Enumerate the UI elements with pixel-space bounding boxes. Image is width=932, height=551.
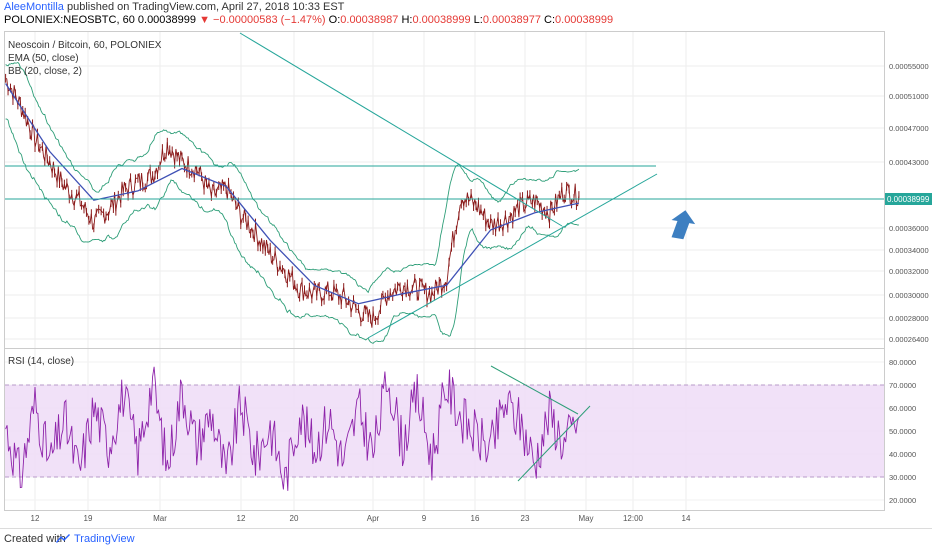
close-label: C: <box>544 14 556 26</box>
change-arrow: ▼ <box>199 14 210 26</box>
rsi-y-tick-label: 80.0000 <box>889 358 916 367</box>
x-tick-label: May <box>578 514 593 523</box>
rsi-y-tick-label: 30.0000 <box>889 473 916 482</box>
bb-legend[interactable]: BB (20, close, 2) <box>8 66 82 77</box>
x-tick-label: 12 <box>31 514 40 523</box>
tradingview-brand[interactable]: TradingView <box>74 533 135 545</box>
symbol-info-line: POLONIEX:NEOSBTC, 60 0.00038999 ▼ −0.000… <box>4 14 613 26</box>
price-badge <box>885 193 932 205</box>
rsi-y-tick-label: 20.0000 <box>889 496 916 505</box>
chart-canvas[interactable]: 0.00038999 0.00055000 0.00051000 0.0004700… <box>0 0 932 528</box>
x-tick-label: 12 <box>237 514 246 523</box>
up-arrow-icon[interactable] <box>669 208 698 241</box>
x-tick-label: 23 <box>521 514 530 523</box>
rsi-layer <box>5 366 580 491</box>
time-axis[interactable]: 12 19 Mar 12 20 Apr 9 16 23 May 12:00 14 <box>31 514 691 523</box>
bb-upper-band <box>5 61 580 294</box>
footer: Created with TradingView <box>0 528 932 551</box>
x-tick-label: 9 <box>422 514 427 523</box>
rsi-y-tick-label: 60.0000 <box>889 404 916 413</box>
ascending-trendline[interactable] <box>367 173 658 339</box>
rsi-triangle-upper[interactable] <box>490 365 579 415</box>
publish-info: published on TradingView.com, April 27, … <box>63 1 345 13</box>
open-value: 0.00038987 <box>340 14 399 26</box>
x-tick-label: 20 <box>290 514 299 523</box>
main-legend-title: Neoscoin / Bitcoin, 60, POLONIEX <box>8 40 162 51</box>
x-tick-label: 19 <box>84 514 93 523</box>
high-label: H: <box>401 14 413 26</box>
publish-header: AleeMontilla published on TradingView.co… <box>4 1 344 13</box>
y-tick-label: 0.00051000 <box>889 92 929 101</box>
y-tick-label: 0.00028000 <box>889 314 929 323</box>
created-with-text: Created with <box>4 533 66 545</box>
low-value: 0.00038977 <box>482 14 541 26</box>
rsi-line <box>5 366 580 491</box>
price-layer <box>5 61 580 344</box>
rsi-y-tick-label: 50.0000 <box>889 427 916 436</box>
y-tick-label: 0.00055000 <box>889 62 929 71</box>
y-tick-label: 0.00032000 <box>889 267 929 276</box>
y-tick-label: 0.00043000 <box>889 158 929 167</box>
price-change: −0.00000583 (−1.47%) <box>213 14 326 26</box>
close-value: 0.00038999 <box>555 14 614 26</box>
y-tick-label: 0.00034000 <box>889 246 929 255</box>
rsi-y-tick-label: 40.0000 <box>889 450 916 459</box>
rsi-legend[interactable]: RSI (14, close) <box>8 356 75 367</box>
y-tick-label: 0.00047000 <box>889 124 929 133</box>
symbol-name: POLONIEX:NEOSBTC, 60 <box>4 14 135 26</box>
main-pane-frame <box>4 31 885 349</box>
x-tick-label: Mar <box>153 514 167 523</box>
rsi-pane-frame <box>4 348 885 511</box>
low-label: L: <box>473 14 483 26</box>
main-grid <box>5 32 884 348</box>
y-tick-label: 0.00030000 <box>889 291 929 300</box>
author-link[interactable]: AleeMontilla <box>4 1 64 13</box>
bb-lower-band <box>5 118 579 344</box>
ema-legend[interactable]: EMA (50, close) <box>8 53 79 64</box>
open-label: O: <box>328 14 341 26</box>
rsi-y-axis[interactable]: 80.0000 70.0000 60.0000 50.0000 40.0000 30.00… <box>889 358 916 505</box>
y-tick-label: 0.00036000 <box>889 224 929 233</box>
x-tick-label: 12:00 <box>623 514 644 523</box>
x-tick-label: Apr <box>367 514 380 523</box>
x-tick-label: 14 <box>682 514 691 523</box>
price-series-line <box>5 77 580 328</box>
main-y-axis[interactable]: 0.00055000 0.00051000 0.00047000 0.00043000… <box>889 62 929 344</box>
tradingview-logo-icon <box>56 534 70 543</box>
price-badge-label: 0.00038999 <box>887 195 930 204</box>
descending-trendline[interactable] <box>239 32 563 227</box>
x-tick-label: 16 <box>471 514 480 523</box>
high-value: 0.00038999 <box>412 14 471 26</box>
last-price: 0.00038999 <box>137 14 197 26</box>
y-tick-label: 0.00026400 <box>889 335 929 344</box>
rsi-y-tick-label: 70.0000 <box>889 381 916 390</box>
rsi-triangle-lower[interactable] <box>517 405 591 482</box>
